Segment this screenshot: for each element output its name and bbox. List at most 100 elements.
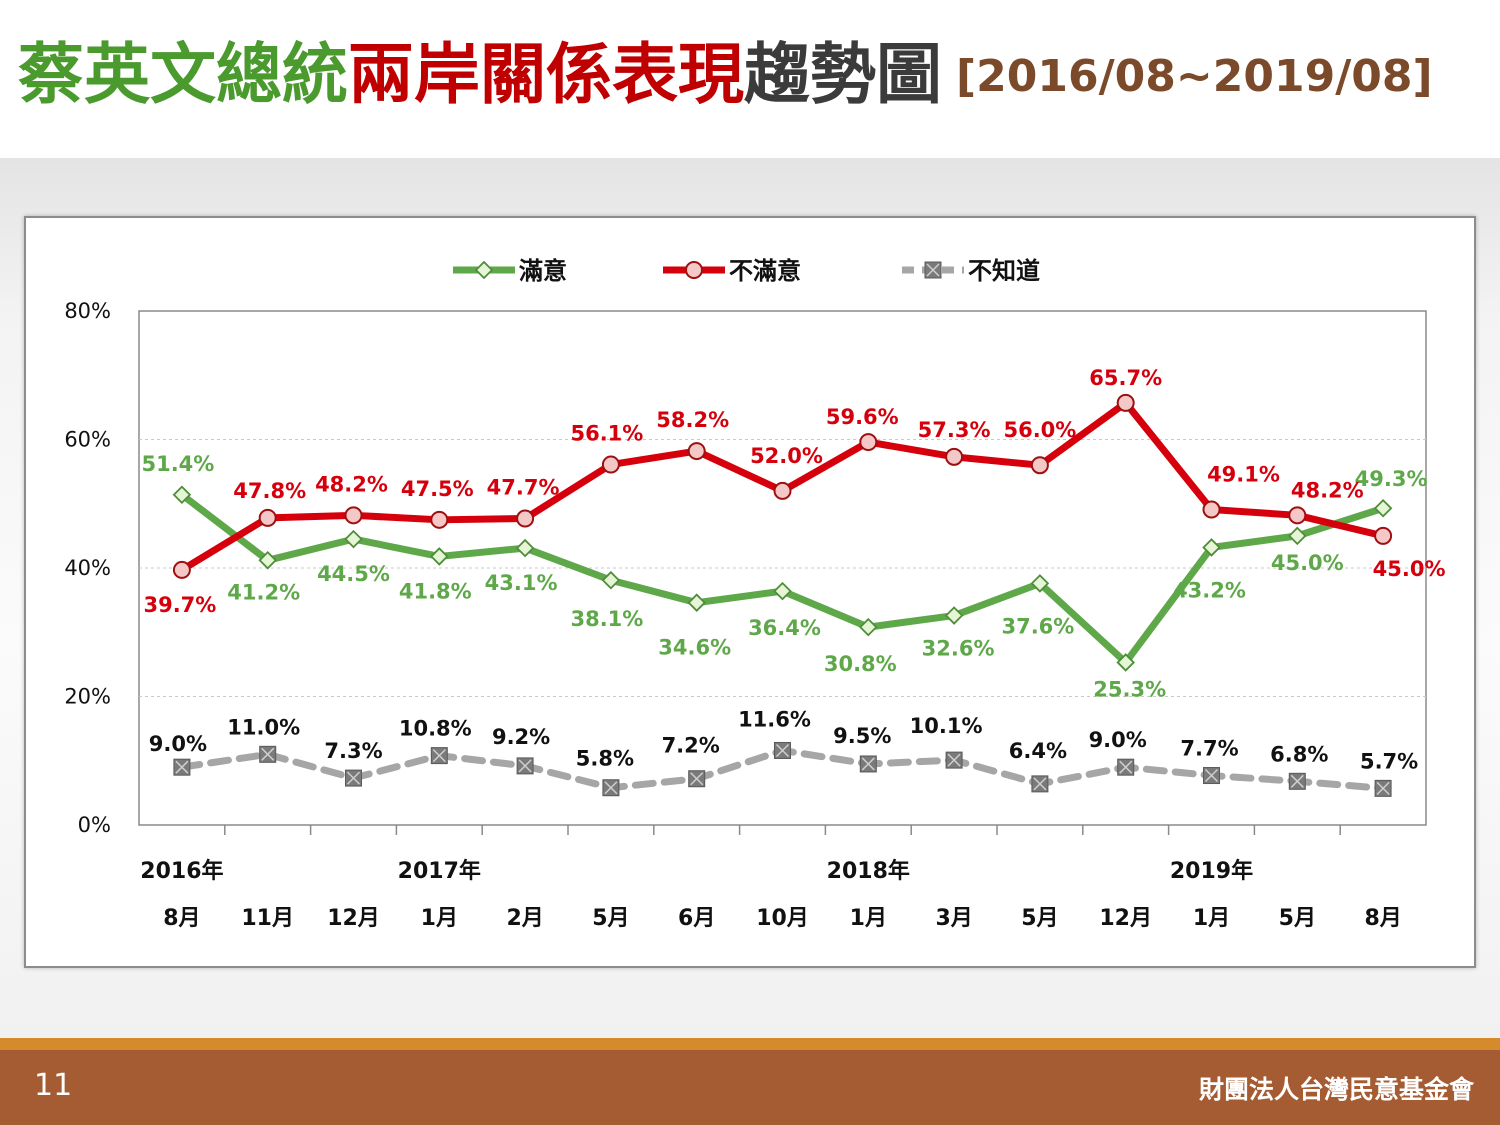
satisfied-marker — [1030, 574, 1050, 593]
dissatisfied-data-label: 56.1% — [570, 422, 643, 446]
dissatisfied-marker — [685, 261, 703, 279]
dissatisfied-marker — [172, 560, 191, 579]
dissatisfied-marker — [1288, 506, 1307, 525]
satisfied-marker — [258, 551, 277, 570]
satisfied-data-label: 49.3% — [1355, 467, 1428, 491]
unknown-marker-cross — [690, 772, 704, 786]
x-category-label: 1月 — [850, 906, 887, 931]
dissatisfied-marker — [1374, 526, 1393, 545]
dissatisfied-data-label: 47.8% — [233, 479, 306, 503]
dissatisfied-data-label: 59.6% — [826, 405, 899, 429]
satisfied-marker — [687, 593, 706, 612]
dissatisfied-marker — [430, 510, 449, 529]
dissatisfied-marker — [773, 481, 792, 500]
title-date-range: [2016/08~2019/08] — [956, 51, 1433, 102]
legend-satisfied-label: 滿意 — [519, 257, 567, 285]
dissatisfied-data-label: 65.7% — [1089, 366, 1162, 390]
y-tick-label: 0% — [78, 813, 111, 837]
organization-name: 財團法人台灣民意基金會 — [1198, 1075, 1474, 1104]
x-category-label: 5月 — [1021, 906, 1058, 931]
dissatisfied-data-label: 47.7% — [487, 476, 560, 500]
chart-frame: 0% 20% 40% 60% 80% 8月 11月 12月 1月 2月 5月 6月 10月 1月 3月 5月 1… — [24, 216, 1476, 968]
satisfied-data-label: 43.1% — [485, 571, 558, 595]
unknown-marker-cross — [1204, 768, 1219, 783]
title-part-0: 蔡英文總統 — [18, 36, 348, 113]
unknown-marker-cross — [261, 747, 275, 761]
x-category-label: 6月 — [678, 906, 715, 931]
dissatisfied-data-label: 58.2% — [656, 408, 729, 432]
title-part-1: 兩岸關係表現 — [348, 36, 744, 113]
y-tick-label: 60% — [64, 428, 111, 452]
unknown-data-label: 5.7% — [1360, 749, 1418, 773]
satisfied-marker — [172, 485, 192, 505]
unknown-marker-cross — [1119, 760, 1133, 774]
unknown-marker-cross — [775, 743, 790, 758]
satisfied-marker — [1116, 653, 1135, 672]
unknown-data-label: 7.3% — [324, 739, 382, 763]
dissatisfied-marker — [1202, 500, 1221, 519]
x-category-label: 10月 — [756, 906, 809, 931]
dissatisfied-data-label: 48.2% — [1291, 478, 1364, 502]
x-category-label: 8月 — [1364, 906, 1401, 931]
satisfied-data-label: 25.3% — [1093, 677, 1166, 701]
x-year-label: 2019年 — [1170, 858, 1253, 884]
unknown-data-label: 9.5% — [833, 724, 891, 748]
unknown-marker-cross — [518, 759, 532, 773]
satisfied-marker — [344, 529, 363, 549]
y-tick-label: 40% — [64, 556, 111, 580]
satisfied-data-label: 51.4% — [141, 452, 214, 476]
unknown-data-label: 7.7% — [1180, 737, 1238, 761]
x-category-label: 2月 — [506, 906, 543, 931]
dissatisfied-data-label: 45.0% — [1373, 557, 1446, 581]
dissatisfied-data-label: 49.1% — [1207, 463, 1280, 487]
dissatisfied-marker — [601, 455, 620, 474]
x-category-label: 5月 — [592, 906, 629, 931]
unknown-data-label: 5.8% — [576, 747, 634, 771]
satisfied-data-label: 38.1% — [570, 607, 643, 631]
satisfied-marker — [430, 547, 449, 566]
satisfied-data-label: 41.2% — [227, 580, 300, 604]
x-category-label: 12月 — [327, 906, 380, 931]
satisfied-data-label: 41.8% — [399, 579, 472, 603]
x-year-label: 2018年 — [827, 858, 910, 884]
unknown-data-label: 9.0% — [1089, 728, 1147, 752]
x-year-label: 2016年 — [140, 858, 223, 884]
x-year-label: 2017年 — [398, 858, 481, 884]
unknown-data-label: 11.0% — [227, 715, 300, 739]
unknown-marker-cross — [432, 749, 446, 763]
satisfied-marker — [474, 260, 494, 280]
footer-bar — [0, 1050, 1500, 1125]
satisfied-marker — [515, 538, 535, 558]
satisfied-marker — [601, 570, 621, 590]
x-category-label: 11月 — [241, 906, 294, 931]
slide-title: 蔡英文總統兩岸關係表現趨勢圖 [2016/08~2019/08] — [18, 42, 1433, 108]
x-category-label: 1月 — [421, 906, 458, 931]
unknown-data-label: 7.2% — [662, 734, 720, 758]
satisfied-data-label: 45.0% — [1271, 551, 1344, 575]
legend-dissatisfied-label: 不滿意 — [729, 257, 801, 285]
satisfied-marker — [773, 581, 792, 601]
satisfied-marker — [1288, 526, 1307, 546]
page-number: 11 — [34, 1068, 73, 1103]
legend-unknown-label: 不知道 — [968, 257, 1040, 285]
satisfied-marker — [944, 606, 964, 625]
unknown-data-label: 10.8% — [399, 717, 472, 741]
satisfied-data-label: 44.5% — [317, 562, 390, 586]
unknown-marker-cross — [1033, 777, 1047, 791]
satisfied-data-label: 37.6% — [1001, 614, 1074, 638]
dissatisfied-data-label: 48.2% — [315, 472, 388, 496]
unknown-data-label: 9.2% — [492, 725, 550, 749]
dissatisfied-data-label: 56.0% — [1003, 418, 1076, 442]
satisfied-marker — [1373, 498, 1393, 518]
satisfied-data-label: 43.2% — [1173, 578, 1246, 602]
unknown-marker-cross — [1290, 774, 1304, 788]
unknown-marker-cross — [947, 753, 961, 767]
satisfied-data-label: 36.4% — [748, 616, 821, 640]
unknown-marker-cross — [861, 757, 875, 771]
dissatisfied-marker — [945, 447, 964, 466]
dissatisfied-data-label: 52.0% — [750, 444, 823, 468]
unknown-marker-cross — [175, 760, 189, 774]
dissatisfied-marker — [687, 442, 706, 461]
dissatisfied-marker — [258, 508, 277, 527]
unknown-data-label: 11.6% — [738, 707, 811, 731]
